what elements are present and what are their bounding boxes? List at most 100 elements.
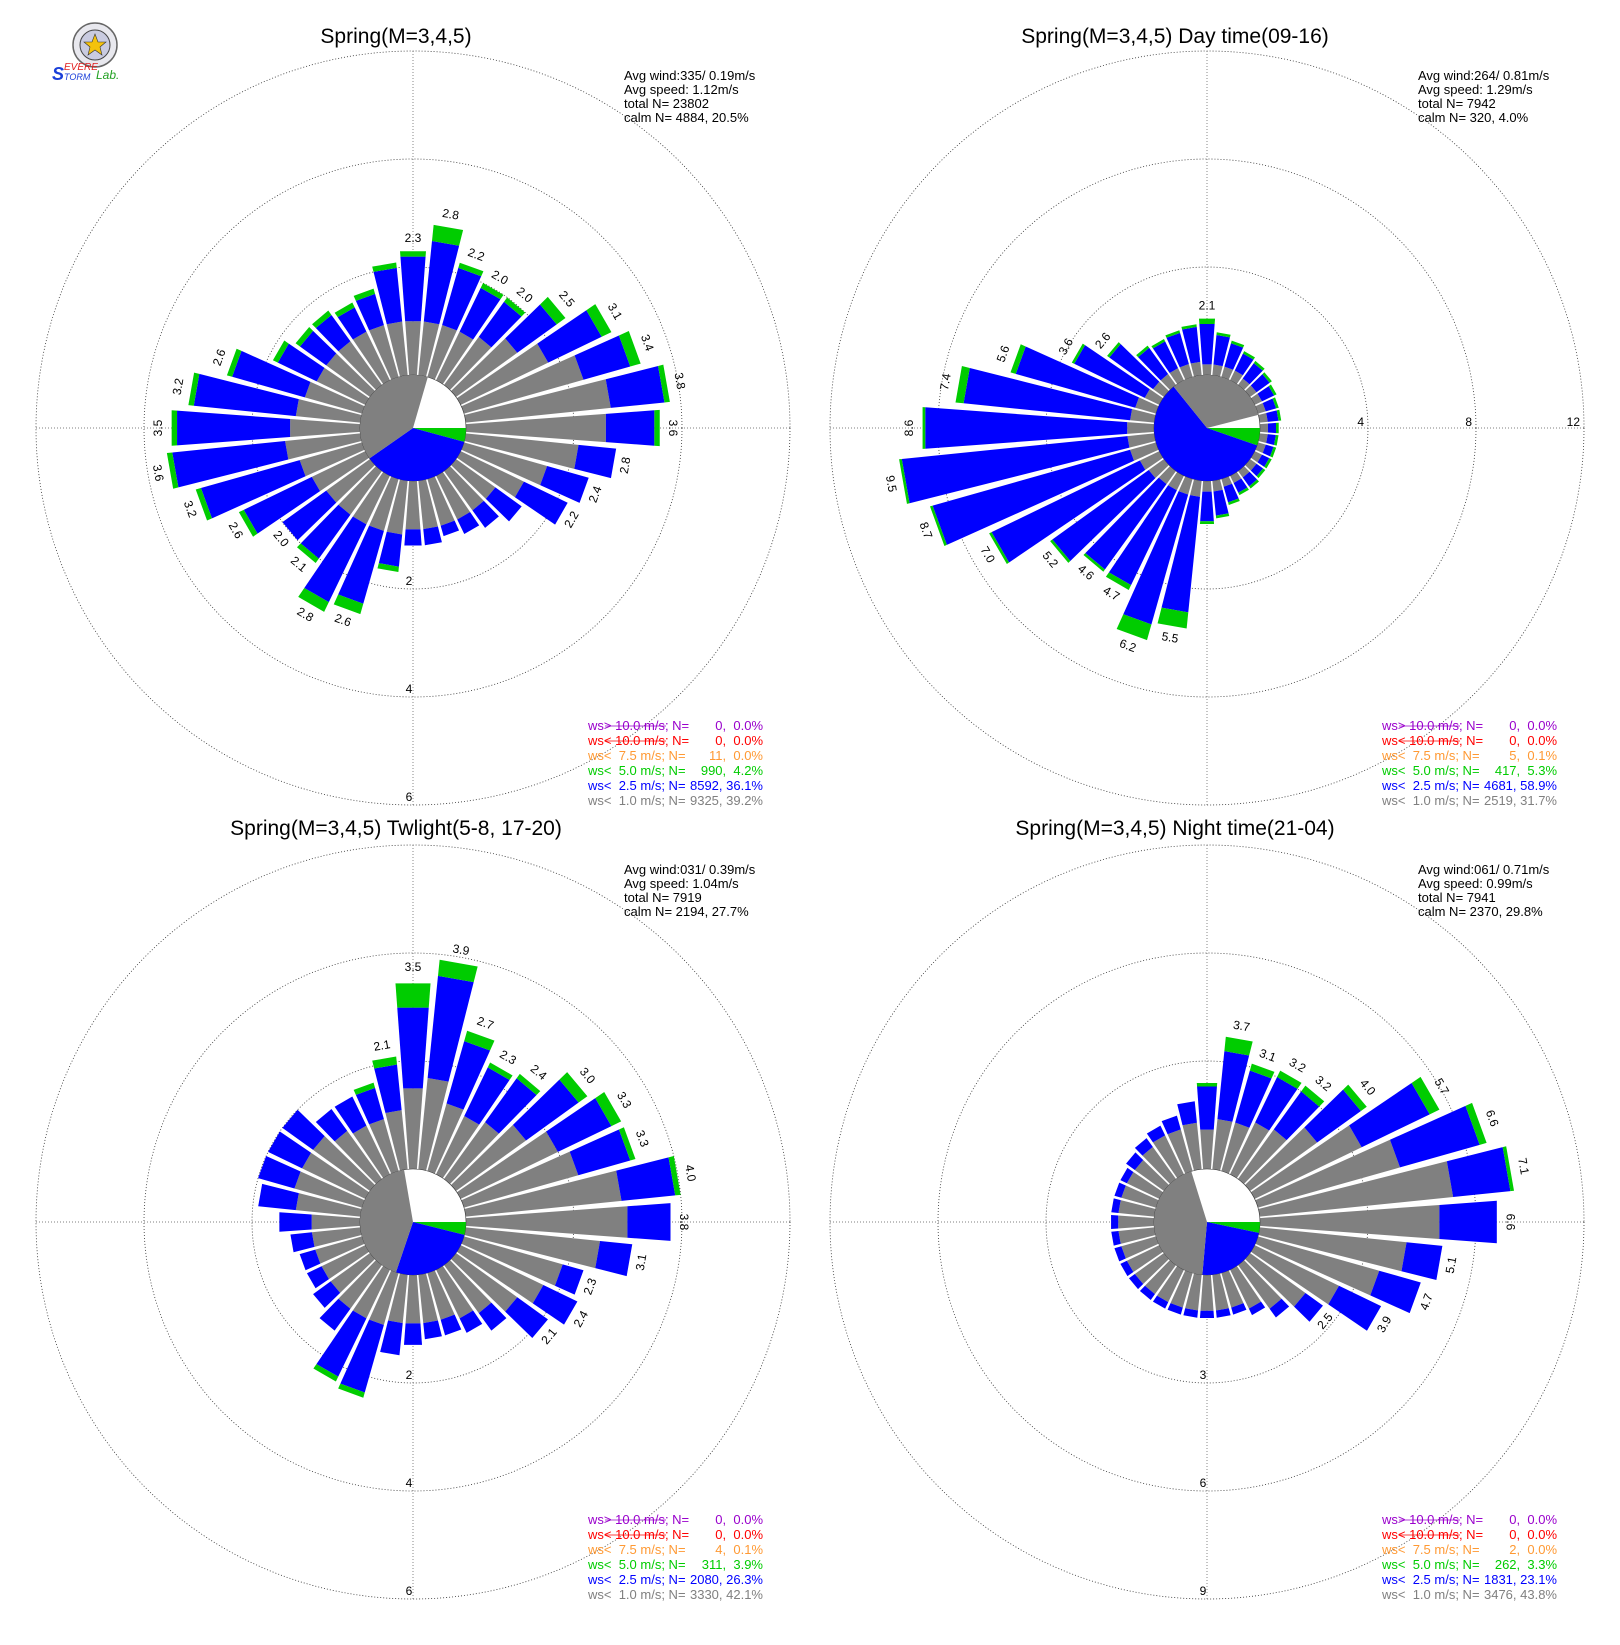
- legend-label-1: ws< 10.0 m/s; N=: [1381, 733, 1483, 748]
- bar-blue-50: [512, 1079, 579, 1141]
- bar-blue-220: [300, 504, 351, 559]
- bar-green-170: [1215, 513, 1230, 519]
- bar-green-270: [171, 410, 178, 446]
- bar-gray-230: [326, 459, 375, 503]
- total-n: total N= 7942: [1418, 96, 1496, 111]
- bar-green-140: [1249, 479, 1260, 489]
- bar-gray-310: [326, 353, 375, 397]
- bar-green-240: [238, 509, 258, 537]
- calm-slice-green: [1207, 1222, 1260, 1233]
- bar-gray-240: [311, 451, 370, 492]
- bar-gray-10: [418, 321, 440, 377]
- bar-green-90: [654, 409, 660, 447]
- bar-gray-170: [418, 1273, 438, 1324]
- bar-gray-310: [313, 1136, 375, 1191]
- bar-green-220: [1083, 553, 1105, 572]
- bar-gray-160: [427, 1270, 455, 1320]
- bar-blue-320: [315, 1108, 348, 1142]
- bar-gray-290: [294, 1171, 365, 1208]
- bar-value-label-10: 3.9: [452, 941, 471, 958]
- bar-blue-310: [1126, 1152, 1144, 1170]
- bar-value-label-40: 2.0: [514, 284, 536, 306]
- bar-blue-140: [478, 1302, 507, 1331]
- bar-blue-20: [446, 1041, 491, 1110]
- bar-blue-280: [963, 367, 1133, 421]
- bar-value-label-10: 3.7: [1232, 1018, 1251, 1035]
- bar-gray-340: [1179, 364, 1193, 380]
- bar-gray-240: [1139, 451, 1164, 470]
- bar-blue-170: [1215, 1308, 1231, 1318]
- bar-blue-140: [1269, 1298, 1290, 1318]
- bar-blue-110: [1370, 1270, 1421, 1314]
- bar-green-80: [1276, 409, 1282, 421]
- ring-tick-9: 9: [1200, 1584, 1207, 1598]
- bar-gray-220: [338, 466, 382, 515]
- bar-gray-210: [352, 1265, 390, 1319]
- bar-blue-110: [540, 465, 589, 503]
- bar-value-label-130: 2.1: [538, 1325, 560, 1347]
- bar-blue-180: [404, 529, 422, 546]
- legend-label-0: ws> 10.0 m/s; N=: [1381, 1512, 1483, 1527]
- legend-counts-4: 4681, 58.9%: [1484, 778, 1557, 793]
- bar-value-label-90: 3.6: [666, 420, 680, 437]
- bar-blue-150: [457, 512, 480, 535]
- legend-counts-0: 0, 0.0%: [708, 718, 763, 733]
- bar-gray-150: [436, 1265, 474, 1319]
- bar-gray-110: [1255, 442, 1266, 454]
- bar-green-30: [480, 283, 504, 300]
- calm-pie: [359, 1168, 467, 1276]
- bar-blue-170: [423, 526, 442, 546]
- wind-bars: 3.7 3.1 3.23.2 4.0 5.7 6.6 7.1 6.6 5.1 4.7 3.9 2.5: [1111, 1018, 1532, 1335]
- bar-blue-60: [546, 1098, 612, 1152]
- bar-blue-340: [1166, 332, 1189, 368]
- bar-gray-80: [464, 1170, 622, 1217]
- bar-blue-310: [282, 1109, 325, 1150]
- bar-gray-30: [1230, 370, 1243, 385]
- bar-green-70: [1465, 1102, 1487, 1145]
- bar-blue-310: [1109, 343, 1160, 390]
- legend-counts-1: 0, 0.0%: [708, 1527, 763, 1542]
- bar-blue-230: [282, 490, 337, 541]
- bar-value-label-130: 2.5: [1314, 1310, 1336, 1332]
- calm-slice-blue: [369, 428, 465, 482]
- bar-gray-180: [1200, 1274, 1214, 1311]
- bar-green-250: [195, 488, 212, 521]
- bar-value-label-100: 3.1: [633, 1253, 650, 1272]
- bar-gray-90: [465, 413, 606, 443]
- bar-blue-220: [319, 1298, 351, 1331]
- ring-3: [35, 844, 791, 1600]
- polar-grid: [829, 50, 1585, 806]
- bar-green-120: [1264, 458, 1272, 469]
- bar-value-label-0: 2.1: [1199, 298, 1216, 312]
- bar-green-350: [372, 262, 397, 272]
- legend-counts-0: 0, 0.0%: [1502, 718, 1557, 733]
- ring-tick-labels: 2 4 6: [406, 574, 413, 804]
- bar-blue-200: [1123, 491, 1189, 625]
- ring-tick-labels: 3 6 9: [1200, 1368, 1207, 1598]
- bar-gray-10: [1212, 364, 1223, 377]
- bar-gray-110: [461, 1236, 563, 1286]
- logo-evere: EVERE: [64, 62, 98, 73]
- bar-value-label-290: 2.6: [210, 347, 229, 368]
- bar-gray-250: [1130, 442, 1159, 461]
- bar-gray-140: [444, 1260, 492, 1314]
- bar-green-100: [1274, 434, 1279, 446]
- legend-label-5: ws< 1.0 m/s; N=: [587, 1587, 686, 1602]
- bar-green-190: [377, 563, 399, 573]
- bar-gray-340: [1167, 1129, 1193, 1174]
- bar-green-350: [372, 1056, 397, 1069]
- bar-green-280: [188, 372, 200, 406]
- bar-blue-50: [1304, 1089, 1361, 1143]
- bar-gray-50: [451, 338, 518, 397]
- bar-gray-340: [369, 1119, 399, 1174]
- bar-gray-300: [1144, 389, 1164, 405]
- legend-counts-4: 1831, 23.1%: [1484, 1572, 1557, 1587]
- bar-gray-10: [1212, 1119, 1233, 1171]
- ring-tick-labels: 4 8 12: [1357, 415, 1580, 429]
- bar-gray-20: [427, 1103, 464, 1174]
- panel-day-time: Spring(M=3,4,5) Day time(09-16) Avg wind…: [829, 25, 1585, 808]
- bar-green-310: [1107, 342, 1121, 358]
- bar-gray-210: [352, 471, 390, 525]
- bar-gray-280: [295, 1193, 362, 1217]
- bar-gray-210: [1156, 1265, 1184, 1303]
